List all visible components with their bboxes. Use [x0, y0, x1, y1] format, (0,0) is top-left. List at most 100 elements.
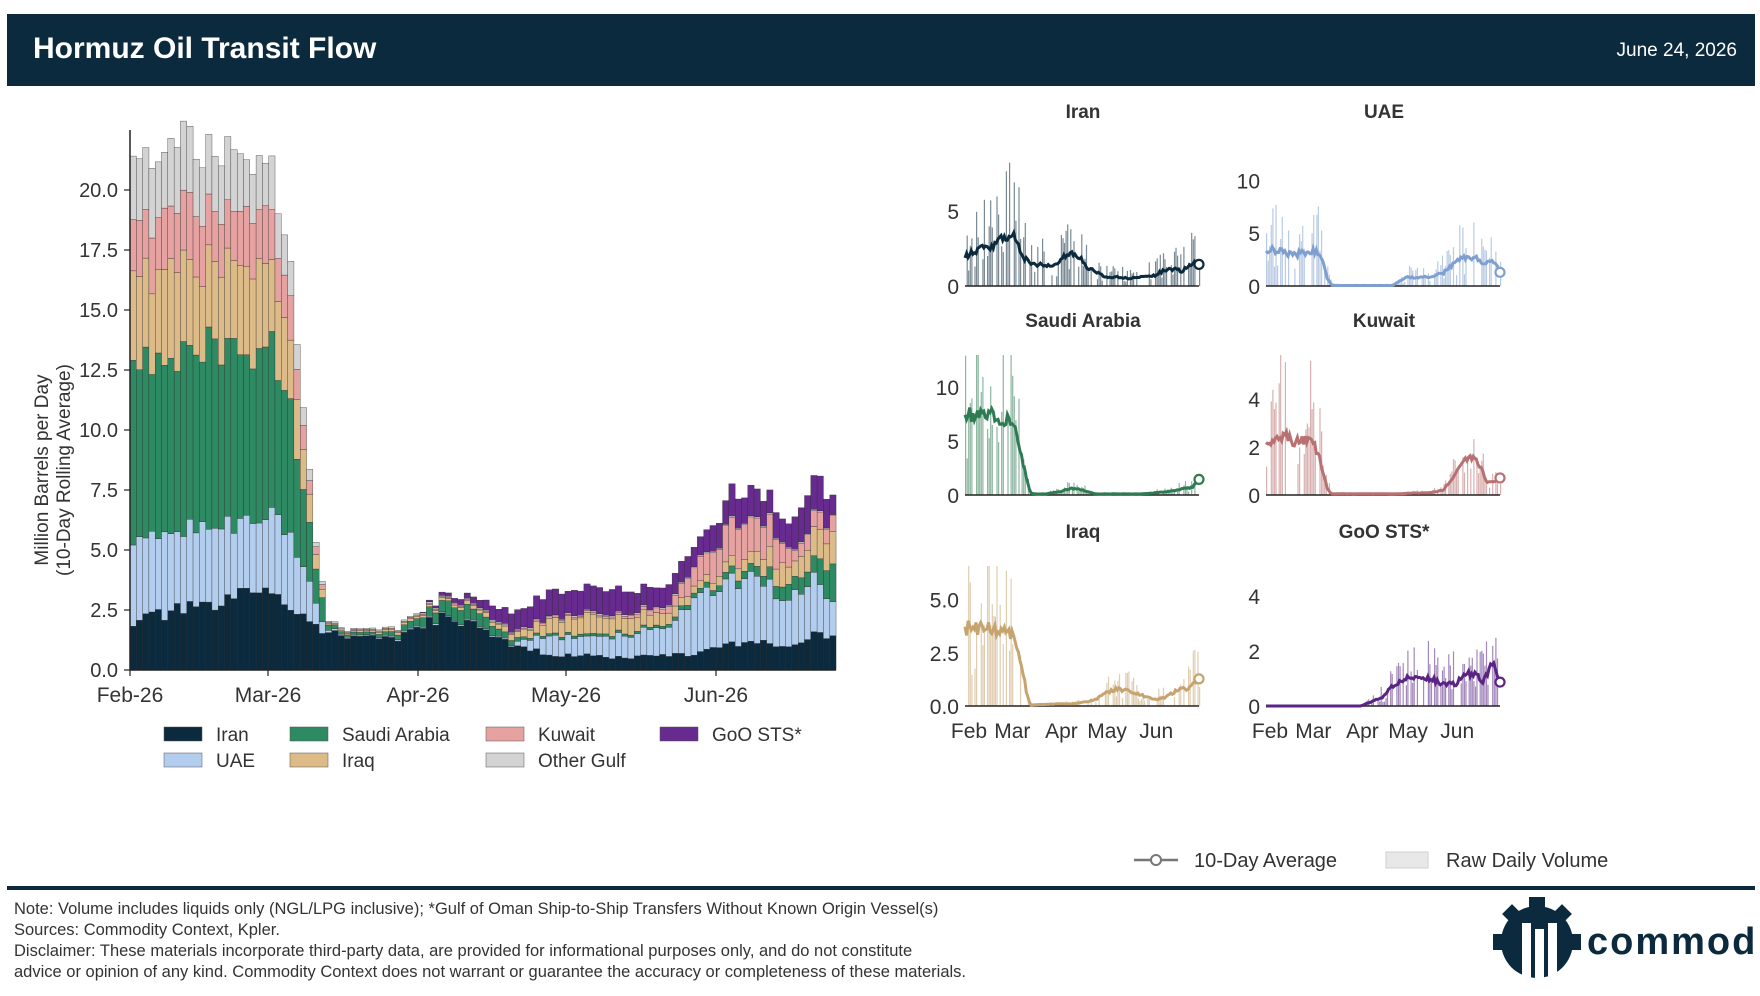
bar-iraq-93 — [716, 576, 723, 586]
raw-daily-bar — [1445, 678, 1447, 706]
bar-iran-19 — [249, 592, 257, 671]
bar-other-gulf-3 — [148, 167, 156, 239]
bar-saudi-arabia-42 — [394, 634, 402, 640]
bar-iraq-81 — [640, 609, 648, 626]
bar-other-gulf-45 — [413, 613, 421, 616]
bar-goo-sts--59 — [501, 607, 509, 624]
bar-iraq-48 — [432, 610, 440, 614]
bar-iraq-84 — [659, 613, 667, 627]
bar-iraq-5 — [161, 269, 169, 366]
bar-iraq-85 — [665, 612, 673, 625]
bar-iran-103 — [779, 646, 786, 671]
raw-daily-bar — [1463, 472, 1466, 495]
raw-daily-bar — [1068, 269, 1070, 286]
bar-uae-7 — [173, 531, 181, 604]
raw-daily-bar — [987, 256, 989, 286]
bar-uae-4 — [155, 538, 162, 610]
raw-daily-bar — [1308, 427, 1310, 495]
bar-saudi-arabia-20 — [255, 348, 263, 524]
bar-iraq-28 — [306, 493, 314, 523]
small-y-tick-label: 4 — [1248, 586, 1260, 609]
bar-iran-46 — [419, 628, 427, 671]
raw-daily-bar — [1371, 703, 1373, 706]
raw-daily-bar — [1057, 262, 1059, 286]
bar-iraq-106 — [798, 556, 805, 578]
raw-daily-bar — [1018, 187, 1020, 286]
raw-daily-bar — [968, 270, 970, 286]
x-tick-label: Jun-26 — [684, 684, 748, 707]
bar-kuwait-33 — [337, 628, 345, 631]
bar-iran-88 — [684, 656, 692, 671]
bar-iraq-92 — [709, 583, 717, 591]
bar-iraq-34 — [344, 633, 351, 636]
avg-end-marker — [1193, 258, 1205, 270]
small-y-tick-label: 0 — [1248, 485, 1260, 508]
raw-daily-bar — [1449, 665, 1451, 706]
raw-daily-bar — [1266, 466, 1268, 495]
bar-iraq-38 — [369, 630, 377, 633]
bar-iraq-78 — [621, 618, 629, 635]
bar-saudi-arabia-97 — [741, 571, 748, 579]
legend-label: GoO STS* — [712, 725, 802, 746]
bar-kuwait-37 — [363, 629, 370, 631]
bar-uae-57 — [489, 635, 496, 638]
bar-iran-47 — [426, 617, 433, 671]
raw-daily-bar — [1125, 281, 1127, 286]
logo-text: commodity — [1587, 921, 1755, 963]
raw-daily-bar — [1445, 266, 1447, 286]
raw-daily-bar — [1317, 206, 1319, 286]
y-tick-label: 5.0 — [90, 540, 118, 562]
raw-daily-bar — [982, 645, 984, 706]
bar-saudi-arabia-0 — [129, 360, 137, 546]
raw-daily-bar — [1024, 465, 1026, 495]
bar-iran-85 — [665, 656, 673, 671]
bar-kuwait-89 — [690, 567, 698, 587]
raw-daily-bar — [998, 214, 1000, 286]
raw-daily-bar — [1429, 664, 1431, 706]
bar-saudi-arabia-64 — [533, 632, 540, 636]
bar-kuwait-93 — [716, 549, 723, 577]
avg-end-marker — [1193, 473, 1205, 486]
bar-kuwait-94 — [722, 525, 730, 563]
bar-uae-87 — [678, 609, 685, 654]
raw-daily-bar — [1015, 220, 1017, 286]
bar-saudi-arabia-79 — [627, 634, 635, 638]
y-axis-label-line2: (10-Day Rolling Average) — [54, 364, 75, 576]
bar-saudi-arabia-90 — [697, 588, 704, 593]
bar-iraq-68 — [558, 621, 566, 638]
bar-iran-28 — [306, 621, 314, 671]
bar-other-gulf-15 — [224, 136, 232, 201]
raw-daily-bar — [1063, 243, 1066, 286]
raw-daily-bar — [1139, 700, 1141, 706]
bar-other-gulf-22 — [268, 155, 276, 210]
bar-other-gulf-85 — [665, 605, 673, 607]
bar-goo-sts--63 — [526, 606, 534, 628]
bar-saudi-arabia-81 — [640, 624, 648, 628]
bar-other-gulf-0 — [129, 155, 137, 220]
bar-goo-sts--60 — [508, 613, 515, 633]
bar-iraq-9 — [186, 259, 194, 346]
bar-kuwait-44 — [407, 617, 414, 619]
bar-iran-64 — [533, 648, 540, 671]
bar-kuwait-28 — [306, 480, 314, 495]
bar-saudi-arabia-63 — [526, 638, 534, 641]
raw-daily-bar — [1269, 245, 1271, 286]
bar-kuwait-81 — [640, 605, 648, 610]
bar-uae-63 — [526, 640, 534, 652]
bar-goo-sts--87 — [678, 561, 685, 583]
bar-iraq-89 — [690, 585, 698, 594]
raw-daily-bar — [1115, 696, 1117, 706]
bar-iraq-46 — [419, 615, 427, 618]
bar-iraq-24 — [281, 317, 288, 391]
bar-saudi-arabia-56 — [482, 616, 490, 629]
small-x-tick-label: Jun — [1440, 720, 1474, 743]
bar-kuwait-108 — [810, 510, 818, 527]
raw-daily-bar — [1448, 481, 1450, 495]
bar-iraq-54 — [470, 605, 477, 610]
raw-daily-bar — [1095, 701, 1097, 706]
raw-daily-bar — [968, 412, 970, 495]
bar-saudi-arabia-15 — [224, 338, 232, 517]
raw-daily-bar — [1177, 489, 1179, 495]
bar-goo-sts--103 — [779, 518, 786, 543]
bar-iran-83 — [653, 655, 660, 671]
